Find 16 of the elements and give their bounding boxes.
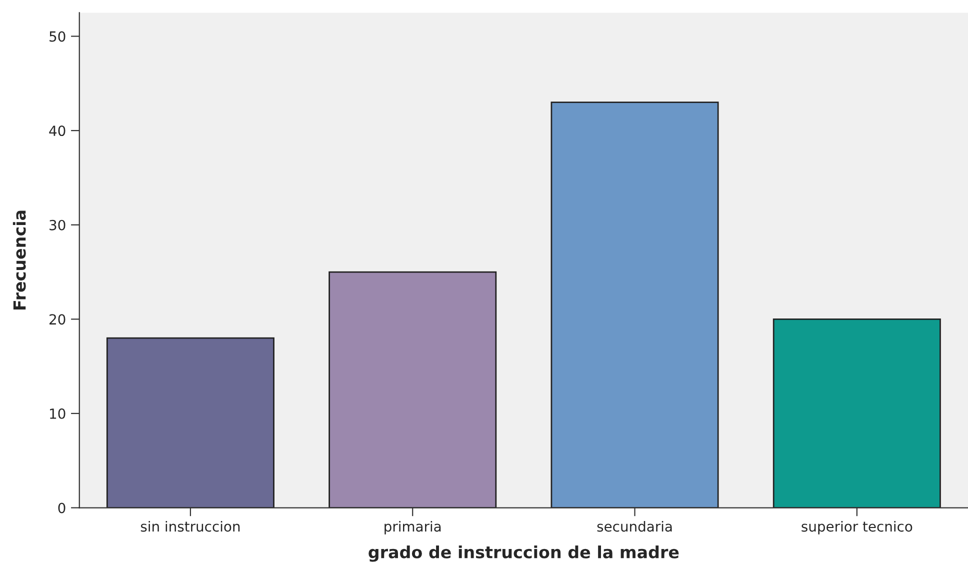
y-tick-label: 40 [49,126,66,136]
x-tick-label: sin instruccion [140,520,240,532]
bar [772,318,941,508]
bar [106,337,274,508]
y-tick-label: 10 [50,408,66,419]
y-tick-label: 50 [50,31,66,42]
x-tick-label: secundaria [597,520,672,532]
y-tick-label: 0 [58,502,66,514]
bar [328,271,497,508]
x-axis-title: grado de instruccion de la madre [368,546,679,562]
y-tick-label: 30 [50,220,66,230]
y-tick-label: 20 [50,314,66,325]
bar [550,102,719,508]
x-tick-label: primaria [384,520,441,534]
x-tick-label: superior tecnico [802,520,912,534]
y-axis-title: Frecuencia [12,210,26,310]
